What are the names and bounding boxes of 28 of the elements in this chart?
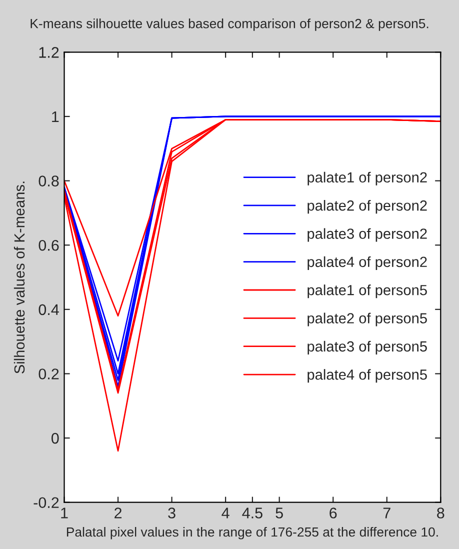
chart-title: K-means silhouette values based comparison of person2 & person5. — [30, 18, 428, 31]
legend-label: palate2 of person5 — [308, 312, 427, 326]
x-tick-label: 7 — [383, 508, 390, 518]
legend-label: palate3 of person2 — [308, 228, 427, 242]
y-tick-label: 0.8 — [38, 176, 59, 186]
y-tick-label: 0 — [52, 432, 59, 444]
legend-label: palate4 of person2 — [308, 256, 427, 270]
y-tick-label: 0.6 — [38, 240, 59, 251]
x-tick-label: 3 — [168, 508, 176, 518]
y-tick-label: 1.2 — [39, 47, 59, 58]
legend-label: palate1 of person5 — [308, 284, 427, 298]
legend-label: palate4 of person5 — [308, 369, 427, 383]
x-tick-label: 4 — [222, 508, 230, 518]
legend-label: palate2 of person2 — [308, 200, 427, 214]
legend-label: palate1 of person2 — [308, 172, 427, 186]
x-tick-label: 8 — [437, 508, 444, 518]
x-axis-title: Palatal pixel values in the range of 176-255 at the difference 10. — [66, 526, 438, 540]
y-tick-label: 0.2 — [38, 368, 59, 380]
x-tick-label: 2 — [114, 508, 122, 518]
y-tick-label: 0.4 — [38, 304, 59, 316]
x-tick-label: 6 — [330, 508, 337, 518]
x-tick-label: 1 — [61, 508, 68, 518]
x-tick-label: 4.5 — [242, 508, 262, 518]
y-tick-label: -0.2 — [34, 497, 59, 508]
y-tick-label: 1 — [52, 111, 59, 122]
x-tick-label: 5 — [276, 508, 283, 518]
legend-label: palate3 of person5 — [308, 340, 427, 354]
y-axis-title: Silhouette values of K-means. — [14, 182, 25, 374]
